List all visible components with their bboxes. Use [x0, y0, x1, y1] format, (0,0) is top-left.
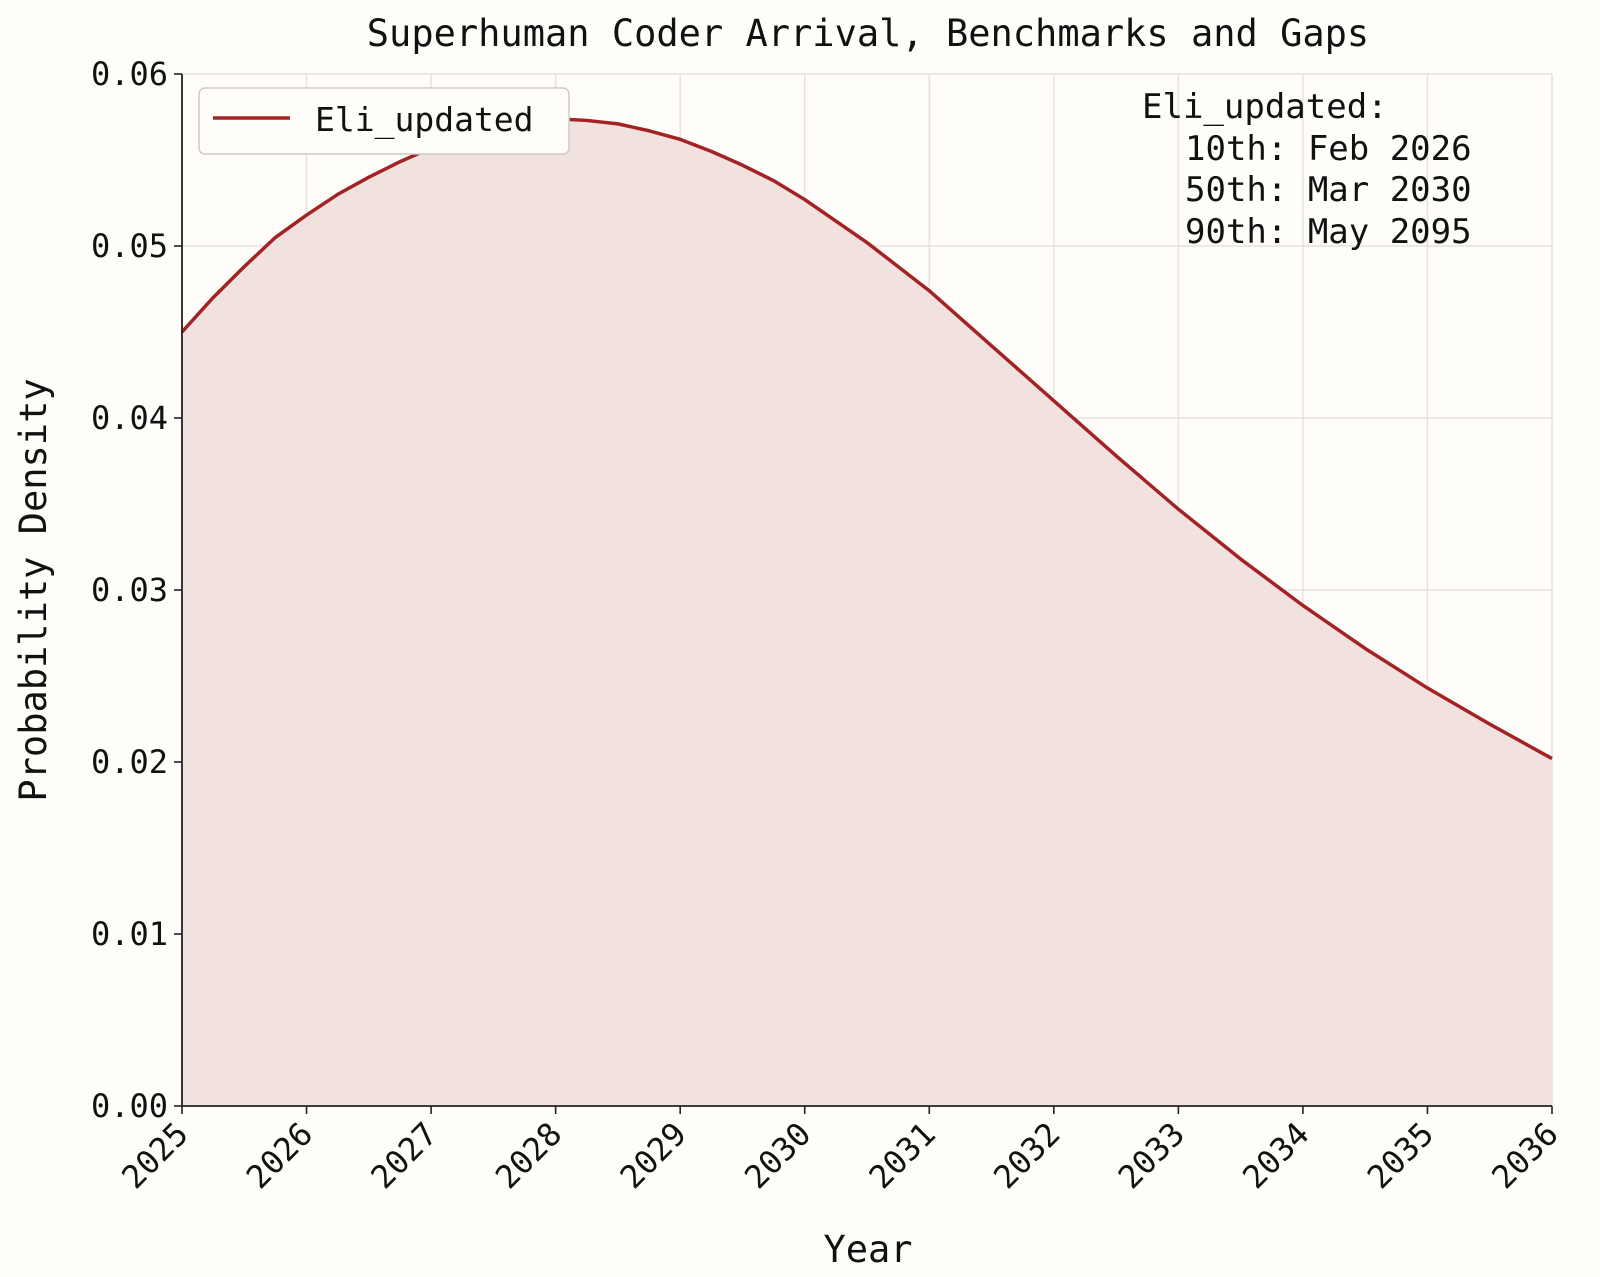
series-line: [180, 116, 1553, 761]
legend: Eli_updated: [198, 87, 570, 155]
series-area-fill: [182, 118, 1552, 1107]
y-tick-label: 0.06: [91, 55, 168, 93]
y-tick-label: 0.00: [91, 1087, 168, 1125]
x-axis-label: Year: [823, 1228, 912, 1271]
annotation-line-50th: 50th: Mar 2030: [1185, 170, 1472, 210]
y-tick-label: 0.04: [91, 399, 168, 437]
y-axis-label: Probability Density: [12, 378, 55, 801]
legend-box: [198, 87, 570, 155]
area-layer: [180, 116, 1553, 1107]
y-tick-label: 0.05: [91, 227, 168, 265]
percentile-annotation: Eli_updated: 10th: Feb 2026 50th: Mar 20…: [1142, 87, 1472, 252]
legend-label: Eli_updated: [315, 100, 534, 140]
annotation-line-10th: 10th: Feb 2026: [1185, 129, 1472, 169]
y-tick-label: 0.01: [91, 915, 168, 953]
chart-title: Superhuman Coder Arrival, Benchmarks and…: [367, 12, 1369, 55]
annotation-line-90th: 90th: May 2095: [1185, 212, 1472, 252]
y-tick-label: 0.02: [91, 743, 168, 781]
y-tick-label: 0.03: [91, 571, 168, 609]
annotation-header: Eli_updated:: [1142, 87, 1388, 127]
